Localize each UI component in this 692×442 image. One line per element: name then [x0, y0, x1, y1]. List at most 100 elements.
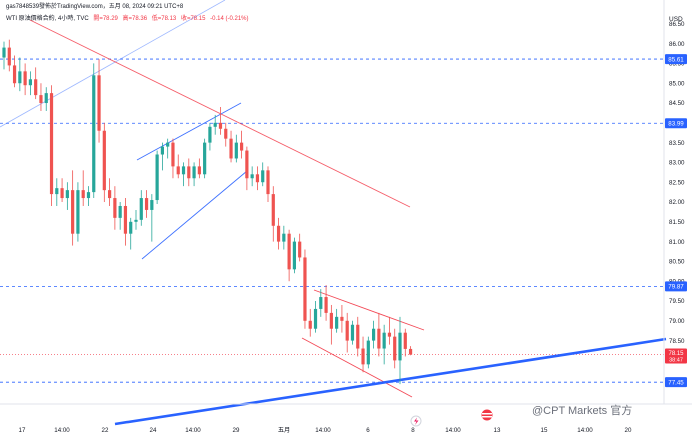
x-tick-label: 14:00 [315, 427, 331, 434]
candle-body [313, 308, 318, 329]
candle-body [44, 93, 48, 104]
candle-body [377, 328, 381, 349]
candle-body [203, 142, 207, 175]
y-tick-label: 81.00 [669, 239, 685, 246]
y-tick-label: 86.50 [669, 21, 685, 28]
candle-body [2, 47, 6, 58]
y-tick-label: 85.00 [669, 80, 685, 87]
y-tick-label: 83.00 [669, 160, 685, 167]
level-price-tag [665, 377, 687, 388]
y-tick-label: 79.50 [669, 298, 685, 305]
y-tick-label: 80.50 [669, 259, 685, 266]
candle-body [276, 225, 281, 242]
candle-body [340, 316, 344, 321]
candle-body [218, 122, 223, 129]
candle-body [166, 142, 170, 147]
candle-body [123, 205, 128, 234]
candle-body [345, 320, 349, 341]
candle-body [144, 198, 149, 210]
level-price-label: 79.87 [668, 284, 684, 291]
candle-body [171, 142, 175, 167]
candle-body [271, 194, 275, 226]
level-price-label: 83.99 [668, 121, 684, 128]
y-tick-label: 78.50 [669, 338, 685, 345]
channel-lower-line [141, 170, 248, 260]
candle-body [308, 320, 312, 329]
candle-body [298, 241, 302, 258]
candle-body [7, 47, 11, 66]
candle-body [18, 71, 22, 84]
y-tick-label: 79.00 [669, 318, 685, 325]
candle-body [255, 174, 260, 183]
candle-body [155, 154, 159, 201]
y-tick-label: 81.50 [669, 219, 685, 226]
wedge-lower-line [301, 337, 413, 398]
candle-body [187, 166, 191, 179]
candle-body [176, 166, 180, 175]
candle-body [382, 332, 386, 349]
candle-body [403, 332, 407, 349]
y-tick-label: 86.00 [669, 41, 685, 48]
candle-body [408, 348, 413, 355]
x-tick-label: 14:00 [445, 427, 461, 434]
candle-body [12, 65, 17, 84]
candle-body [229, 138, 233, 159]
y-tick-label: 85.50 [669, 61, 685, 68]
candle-body [92, 75, 96, 193]
level-price-tag [665, 54, 687, 65]
candle-body [319, 297, 323, 309]
grid-layer [0, 58, 664, 383]
x-tick-label: 24 [150, 427, 157, 434]
candle-body [160, 146, 164, 155]
candle-body [65, 190, 69, 199]
candle-body [81, 190, 85, 199]
candle-body [208, 126, 212, 143]
x-tick-label: 17 [19, 427, 26, 434]
current-price-tag [665, 348, 687, 364]
upper-blue-trendline [0, 0, 226, 128]
candle-body [139, 198, 143, 220]
candle-body [398, 332, 402, 361]
channel-upper-line [136, 102, 242, 161]
trendlines-layer[interactable] [0, 0, 667, 426]
candle-body [213, 122, 217, 127]
x-tick-label: 13 [494, 427, 501, 434]
x-tick-label: 29 [233, 427, 240, 434]
candles-layer[interactable] [2, 39, 413, 385]
x-tick-label: 22 [102, 427, 109, 434]
candle-body [361, 348, 365, 365]
candle-body [292, 241, 296, 270]
candle-body [134, 219, 138, 222]
ohlc-change: -0.14 (-0.21%) [210, 16, 248, 22]
candle-body [324, 297, 328, 313]
candle-body [329, 312, 333, 329]
candle-body [113, 198, 117, 218]
candle-body [150, 200, 154, 210]
candle-body [129, 221, 133, 234]
current-price-countdown: 38:47 [669, 357, 683, 363]
long-support-trendline [114, 337, 667, 426]
candle-body [303, 257, 307, 321]
symbol-name: WTI 原油價格合約, 4小時, TVC [6, 14, 89, 22]
candle-body [366, 340, 370, 365]
candle-body [23, 71, 27, 86]
candle-body [34, 79, 38, 96]
level-price-label: 77.45 [668, 379, 684, 386]
candle-body [387, 332, 392, 337]
level-price-tag [665, 281, 687, 292]
candle-body [192, 166, 196, 179]
candle-body [350, 324, 355, 341]
tradingview-logo-icon [481, 409, 493, 421]
flash-icon[interactable] [410, 415, 422, 427]
x-tick-label: 20 [625, 427, 632, 434]
candle-body [250, 174, 254, 179]
candle-body [372, 328, 376, 341]
level-price-label: 85.61 [668, 56, 684, 63]
symbol-line: WTI 原油價格合約, 4小時, TVC 開=78.29 高=78.36 低=7… [6, 14, 249, 22]
ohlc-high: 高=78.36 [123, 14, 148, 22]
candle-body [60, 188, 64, 199]
x-tick-label: 14:00 [54, 427, 70, 434]
y-tick-label: 82.50 [669, 179, 685, 186]
ohlc-low: 低=78.13 [152, 14, 177, 22]
